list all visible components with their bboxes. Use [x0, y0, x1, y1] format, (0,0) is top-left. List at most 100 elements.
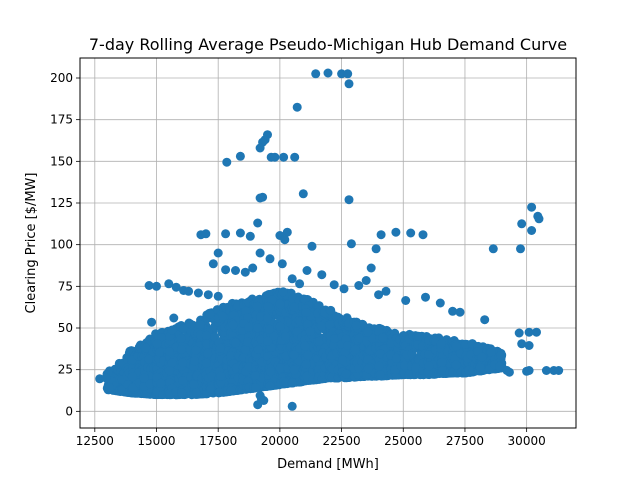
x-tick-label: 22500: [322, 434, 360, 448]
data-point: [281, 331, 291, 341]
data-point: [292, 102, 302, 112]
data-point: [363, 364, 373, 374]
data-point: [208, 259, 218, 269]
data-point: [289, 302, 299, 312]
data-point: [496, 350, 506, 360]
data-point: [263, 302, 273, 312]
data-point: [307, 241, 317, 251]
data-point: [290, 152, 300, 162]
data-point: [301, 308, 311, 317]
data-point: [253, 323, 263, 333]
data-point: [179, 324, 189, 334]
data-point: [265, 324, 274, 334]
x-tick-label: 27500: [446, 434, 484, 448]
data-point: [414, 331, 424, 341]
data-point: [406, 228, 416, 238]
y-tick-label: 0: [65, 404, 73, 418]
data-point: [514, 328, 524, 338]
y-tick-label: 125: [50, 196, 73, 210]
data-point: [495, 361, 504, 371]
data-point: [178, 358, 188, 368]
x-tick-label: 30000: [508, 434, 546, 448]
data-point: [201, 229, 211, 239]
data-point: [376, 230, 386, 240]
data-point: [475, 362, 485, 372]
data-point: [165, 347, 174, 357]
data-point: [263, 313, 273, 323]
data-point: [534, 214, 544, 224]
data-point: [216, 371, 226, 381]
data-point: [250, 371, 260, 380]
data-point: [343, 69, 353, 79]
y-tick-label: 200: [50, 71, 73, 85]
data-point: [235, 228, 245, 238]
data-point: [451, 341, 461, 351]
data-point: [477, 352, 487, 362]
chart-title: 7-day Rolling Average Pseudo-Michigan Hu…: [89, 35, 567, 54]
data-point: [195, 320, 205, 330]
data-point: [152, 281, 161, 291]
data-point: [351, 320, 361, 330]
data-point: [101, 373, 111, 383]
data-point: [226, 351, 236, 361]
data-point: [295, 279, 305, 289]
data-point: [341, 369, 351, 379]
data-point: [339, 284, 349, 294]
data-point: [361, 276, 371, 285]
y-tick-label: 25: [58, 363, 73, 377]
data-point: [255, 143, 265, 153]
data-point: [255, 248, 265, 258]
data-point: [176, 333, 186, 343]
data-point: [527, 202, 537, 212]
data-point: [152, 339, 162, 349]
data-point: [366, 263, 376, 273]
data-point: [265, 254, 275, 264]
data-point: [277, 259, 287, 269]
data-point: [192, 387, 201, 397]
data-point: [354, 281, 364, 290]
data-point: [371, 244, 381, 254]
data-point: [193, 288, 203, 298]
data-point: [164, 366, 174, 376]
data-point: [455, 307, 465, 317]
data-point: [323, 68, 333, 78]
data-point: [167, 358, 177, 368]
data-point: [191, 345, 201, 355]
data-point: [527, 226, 537, 235]
data-point: [480, 315, 490, 325]
data-point: [346, 239, 356, 249]
data-point: [228, 320, 238, 330]
x-tick-label: 20000: [261, 434, 299, 448]
data-point: [418, 230, 428, 240]
data-point: [169, 313, 179, 323]
data-point: [381, 286, 391, 296]
data-point: [401, 296, 411, 305]
data-point: [344, 195, 354, 205]
data-point: [177, 344, 186, 354]
data-point: [300, 341, 310, 351]
data-point: [253, 345, 263, 354]
data-point: [289, 365, 299, 375]
data-point: [167, 325, 177, 335]
y-axis-label: Clearing Price [$/MW]: [24, 173, 39, 314]
data-point: [504, 367, 514, 377]
data-point: [275, 363, 285, 373]
data-point: [141, 343, 151, 353]
data-point: [301, 359, 311, 369]
data-point: [287, 274, 297, 284]
data-point: [202, 358, 211, 368]
y-tick-label: 175: [50, 113, 73, 127]
y-tick-label: 150: [50, 154, 73, 168]
data-point: [203, 348, 213, 358]
data-point: [289, 350, 299, 360]
data-point: [241, 345, 250, 355]
data-point: [435, 298, 445, 308]
data-point: [215, 388, 224, 397]
data-point: [235, 151, 245, 161]
data-point: [305, 326, 315, 336]
data-point: [222, 157, 232, 167]
data-point: [154, 347, 164, 357]
data-point: [189, 380, 199, 389]
data-point: [243, 337, 253, 347]
data-point: [245, 231, 255, 241]
